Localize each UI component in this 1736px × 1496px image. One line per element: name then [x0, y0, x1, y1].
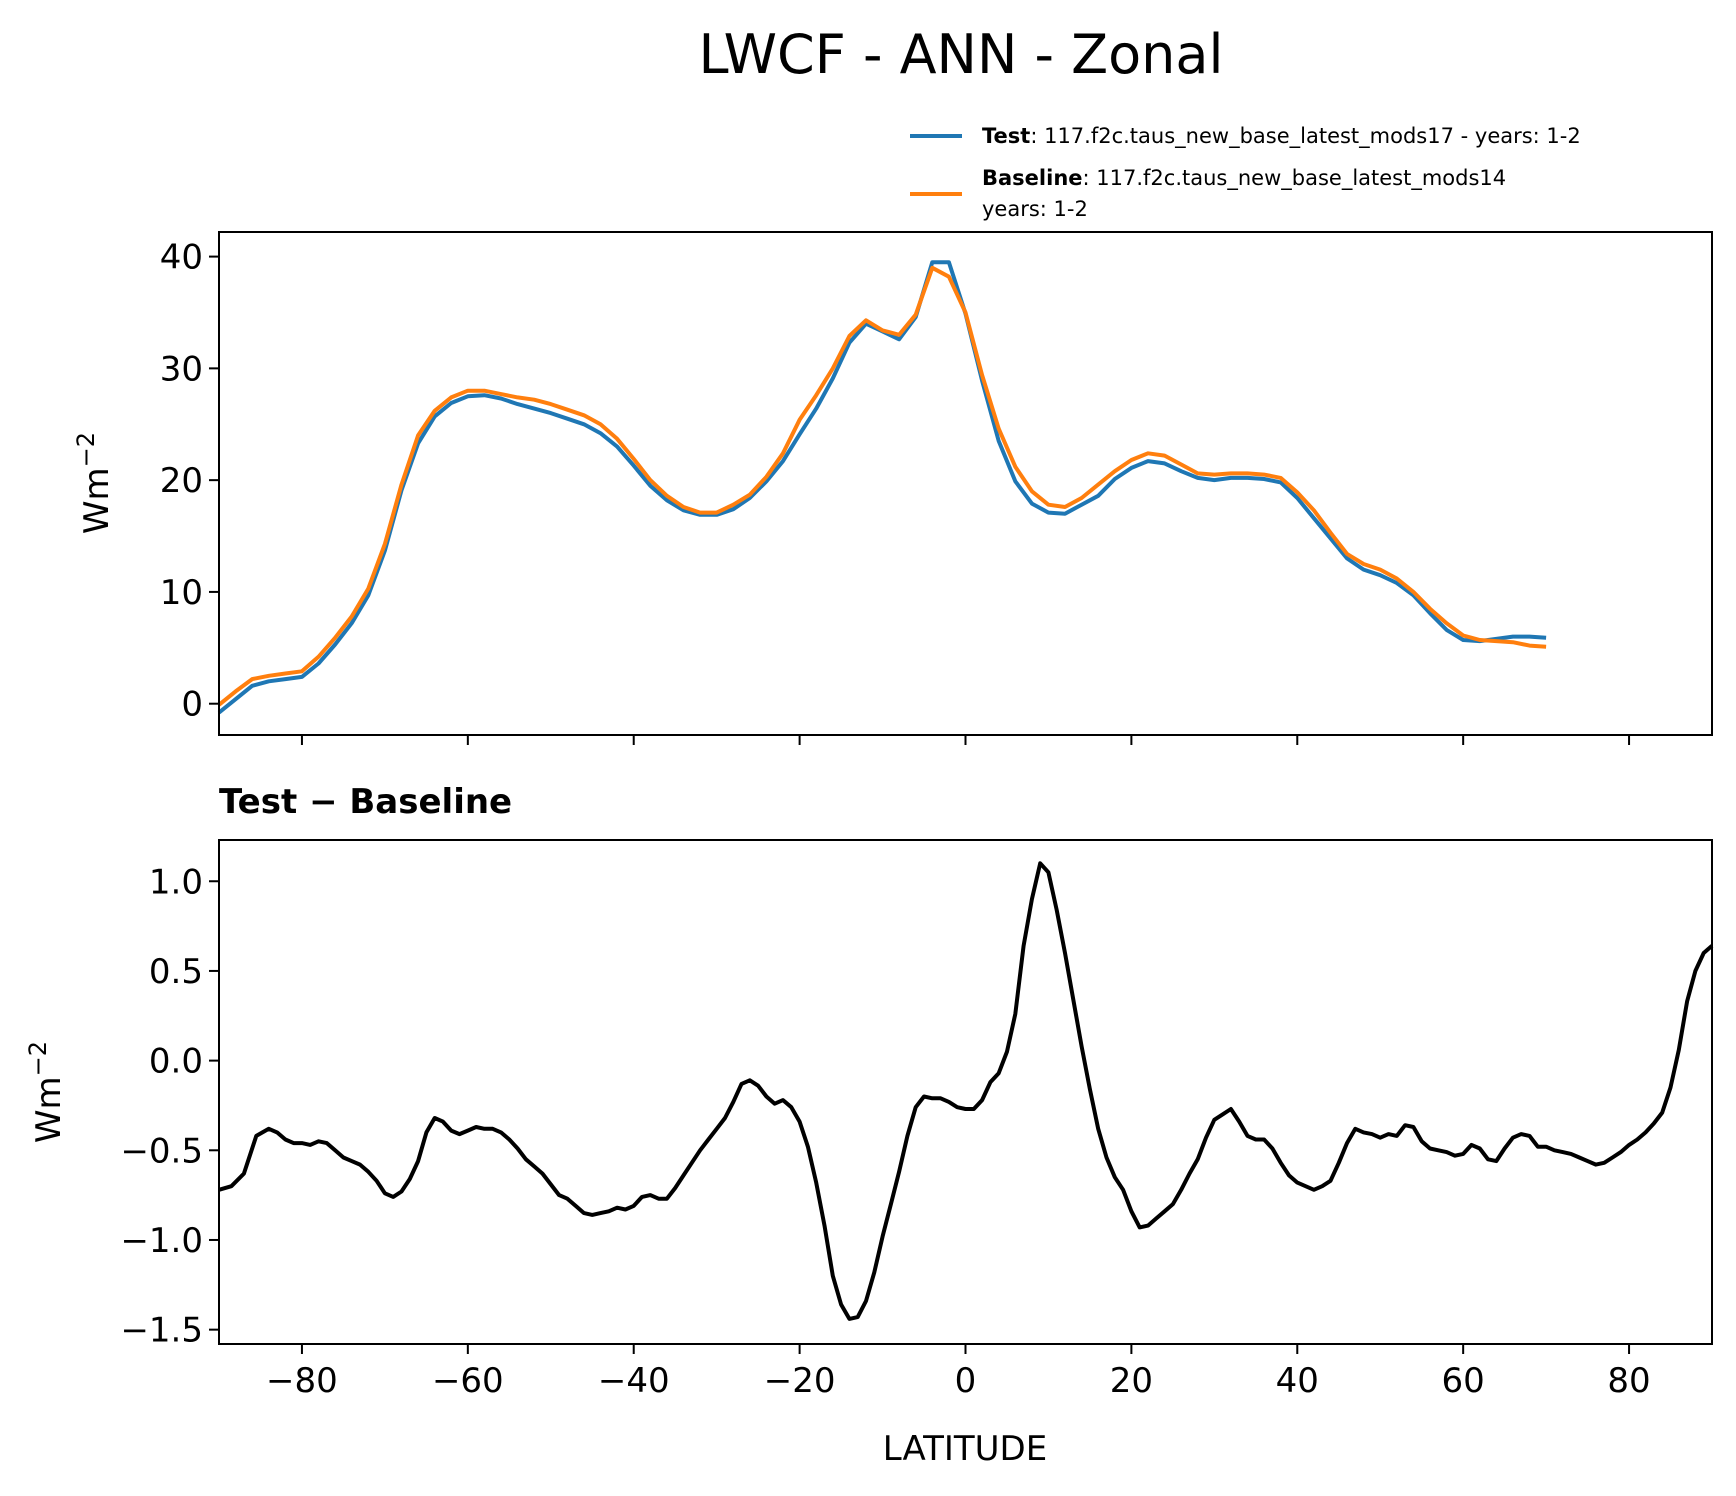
top-series-lines: [217, 260, 1547, 715]
legend: Test: 117.f2c.taus_new_base_latest_mods1…: [910, 124, 1581, 221]
x-tick-label: −20: [764, 1361, 836, 1401]
x-tick-label: 60: [1442, 1361, 1485, 1401]
legend-test-label: Test: 117.f2c.taus_new_base_latest_mods1…: [982, 124, 1581, 149]
x-tick-label: 40: [1276, 1361, 1319, 1401]
bottom-x-ticks: −80 −60 −40 −20 0 20 40 60 80: [266, 1344, 1651, 1401]
bottom-y-label: Wm−2: [24, 1041, 69, 1143]
bottom-y-label-exp: −2: [24, 1041, 52, 1076]
legend-baseline-name: Baseline: [982, 166, 1083, 190]
diff-panel-title: Test − Baseline: [219, 782, 512, 822]
top-y-label-exp: −2: [72, 432, 100, 467]
x-tick-label: 0: [955, 1361, 977, 1401]
bottom-y-tick-label: −1.5: [120, 1311, 203, 1351]
top-y-ticks: 0 10 20 30 40: [160, 238, 219, 725]
legend-baseline-years: years: 1-2: [982, 197, 1088, 221]
top-x-ticks: [300, 735, 1631, 745]
legend-test-text: : 117.f2c.taus_new_base_latest_mods17 - …: [1030, 124, 1580, 149]
diff-series-lines: [218, 861, 1714, 1321]
legend-test-name: Test: [982, 124, 1030, 148]
top-y-tick-label: 0: [181, 685, 203, 725]
figure-title: LWCF - ANN - Zonal: [699, 23, 1224, 86]
zonal-mean-panel: 0 10 20 30 40 Wm−2: [72, 231, 1713, 745]
x-tick-label: −80: [266, 1361, 338, 1401]
series-line-test-baseline: [218, 861, 1714, 1321]
top-y-label-base: Wm: [77, 467, 117, 534]
difference-panel: Test − Baseline −1.5 −1.0 −0.5 0.0 0.5 1.0 −8…: [24, 782, 1714, 1469]
bottom-axes-frame: [218, 839, 1713, 1345]
x-tick-label: −60: [432, 1361, 504, 1401]
bottom-y-tick-label: 0.5: [149, 952, 203, 992]
legend-baseline-label: Baseline: 117.f2c.taus_new_base_latest_m…: [982, 166, 1506, 191]
legend-baseline-text: : 117.f2c.taus_new_base_latest_mods14: [1083, 166, 1507, 191]
top-y-tick-label: 10: [160, 573, 203, 613]
bottom-y-label-base: Wm: [29, 1076, 69, 1143]
bottom-y-tick-label: 0.0: [149, 1042, 203, 1082]
top-y-tick-label: 30: [160, 349, 203, 389]
top-y-tick-label: 40: [160, 238, 203, 278]
bottom-y-tick-label: −1.0: [120, 1221, 203, 1261]
top-y-tick-label: 20: [160, 461, 203, 501]
x-axis-label: LATITUDE: [883, 1429, 1047, 1469]
bottom-y-tick-label: 1.0: [149, 862, 203, 902]
x-tick-label: −40: [598, 1361, 670, 1401]
bottom-y-ticks: −1.5 −1.0 −0.5 0.0 0.5 1.0: [120, 862, 219, 1351]
bottom-y-tick-label: −0.5: [120, 1131, 203, 1171]
x-tick-label: 80: [1607, 1361, 1650, 1401]
top-y-label: Wm−2: [72, 432, 117, 534]
x-tick-label: 20: [1110, 1361, 1153, 1401]
series-line-baseline: [217, 265, 1547, 707]
